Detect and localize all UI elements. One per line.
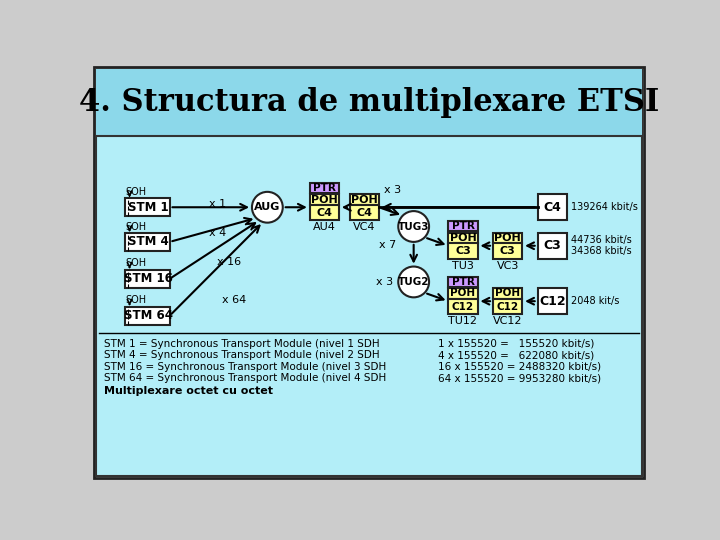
Text: C4: C4 xyxy=(356,208,372,218)
FancyBboxPatch shape xyxy=(310,205,339,220)
Text: PTR: PTR xyxy=(313,183,336,193)
FancyBboxPatch shape xyxy=(125,198,170,217)
Text: AUG: AUG xyxy=(254,202,281,212)
FancyBboxPatch shape xyxy=(493,244,522,259)
Text: PTR: PTR xyxy=(451,221,474,231)
FancyBboxPatch shape xyxy=(96,70,642,476)
Text: x 3: x 3 xyxy=(384,185,401,194)
Text: VC4: VC4 xyxy=(353,222,376,232)
FancyBboxPatch shape xyxy=(449,288,477,299)
Text: TU12: TU12 xyxy=(449,316,477,326)
FancyBboxPatch shape xyxy=(96,70,642,136)
Text: x 64: x 64 xyxy=(222,295,246,306)
Text: C4: C4 xyxy=(544,201,561,214)
FancyBboxPatch shape xyxy=(94,67,644,478)
FancyBboxPatch shape xyxy=(538,233,567,259)
Text: 64 x 155520 = 9953280 kbit/s): 64 x 155520 = 9953280 kbit/s) xyxy=(438,373,601,383)
Text: 1 x 155520 =   155520 kbit/s): 1 x 155520 = 155520 kbit/s) xyxy=(438,339,595,348)
Text: AU4: AU4 xyxy=(313,222,336,232)
FancyBboxPatch shape xyxy=(538,194,567,220)
Text: x 3: x 3 xyxy=(376,277,393,287)
Text: 2048 kit/s: 2048 kit/s xyxy=(571,296,619,306)
FancyBboxPatch shape xyxy=(449,233,477,244)
Text: SOH: SOH xyxy=(125,259,146,268)
Text: POH: POH xyxy=(494,233,521,243)
Text: x 4: x 4 xyxy=(209,228,226,238)
FancyBboxPatch shape xyxy=(449,276,477,287)
Text: PTR: PTR xyxy=(451,276,474,287)
Text: STM 16 = Synchronous Transport Module (nivel 3 SDH: STM 16 = Synchronous Transport Module (n… xyxy=(104,362,387,372)
Text: x 16: x 16 xyxy=(217,257,241,267)
Text: C12: C12 xyxy=(497,301,518,312)
Text: C12: C12 xyxy=(539,295,566,308)
Text: STM 4 = Synchronous Transport Module (nivel 2 SDH: STM 4 = Synchronous Transport Module (ni… xyxy=(104,350,379,360)
Text: SOH: SOH xyxy=(125,295,146,306)
Text: VC3: VC3 xyxy=(496,261,519,271)
Text: 139264 kbit/s: 139264 kbit/s xyxy=(571,202,638,212)
Text: x 1: x 1 xyxy=(209,199,226,209)
FancyBboxPatch shape xyxy=(449,244,477,259)
Text: STM 1: STM 1 xyxy=(128,201,169,214)
FancyBboxPatch shape xyxy=(350,205,379,220)
Text: POH: POH xyxy=(495,288,520,299)
Circle shape xyxy=(398,267,429,298)
Text: C3: C3 xyxy=(455,246,471,256)
Text: Multiplexare octet cu octet: Multiplexare octet cu octet xyxy=(104,386,273,396)
FancyBboxPatch shape xyxy=(449,221,477,231)
FancyBboxPatch shape xyxy=(493,233,522,244)
Text: TUG2: TUG2 xyxy=(398,277,429,287)
Text: 4. Structura de multiplexare ETSI: 4. Structura de multiplexare ETSI xyxy=(79,87,659,118)
Text: POH: POH xyxy=(351,194,378,205)
Text: SOH: SOH xyxy=(125,187,146,197)
Text: SOH: SOH xyxy=(125,221,146,232)
Text: STM 16: STM 16 xyxy=(125,272,174,285)
FancyBboxPatch shape xyxy=(125,269,170,288)
FancyBboxPatch shape xyxy=(493,288,522,299)
Text: STM 64: STM 64 xyxy=(125,309,174,322)
Text: POH: POH xyxy=(449,233,477,243)
Text: 44736 kbit/s: 44736 kbit/s xyxy=(571,235,631,245)
Text: STM 1 = Synchronous Transport Module (nivel 1 SDH: STM 1 = Synchronous Transport Module (ni… xyxy=(104,339,379,348)
Text: STM 64 = Synchronous Transport Module (nivel 4 SDH: STM 64 = Synchronous Transport Module (n… xyxy=(104,373,387,383)
Text: TUG3: TUG3 xyxy=(398,221,429,232)
FancyBboxPatch shape xyxy=(310,194,339,205)
Text: 16 x 155520 = 2488320 kbit/s): 16 x 155520 = 2488320 kbit/s) xyxy=(438,362,601,372)
FancyBboxPatch shape xyxy=(310,183,339,193)
FancyBboxPatch shape xyxy=(350,194,379,205)
FancyBboxPatch shape xyxy=(449,299,477,314)
Text: POH: POH xyxy=(451,288,475,299)
FancyBboxPatch shape xyxy=(125,233,170,251)
Circle shape xyxy=(252,192,283,222)
Text: C3: C3 xyxy=(500,246,516,256)
FancyBboxPatch shape xyxy=(538,288,567,314)
Text: STM 4: STM 4 xyxy=(128,235,169,248)
Text: 34368 kbit/s: 34368 kbit/s xyxy=(571,246,631,256)
Text: POH: POH xyxy=(311,194,338,205)
Text: C3: C3 xyxy=(544,239,561,252)
Text: TU3: TU3 xyxy=(452,261,474,271)
Circle shape xyxy=(398,211,429,242)
Text: C4: C4 xyxy=(316,208,333,218)
FancyBboxPatch shape xyxy=(493,299,522,314)
Text: x 7: x 7 xyxy=(379,240,396,250)
Text: VC12: VC12 xyxy=(493,316,522,326)
FancyBboxPatch shape xyxy=(125,307,170,325)
Text: C12: C12 xyxy=(452,301,474,312)
Text: 4 x 155520 =   622080 kbit/s): 4 x 155520 = 622080 kbit/s) xyxy=(438,350,595,360)
